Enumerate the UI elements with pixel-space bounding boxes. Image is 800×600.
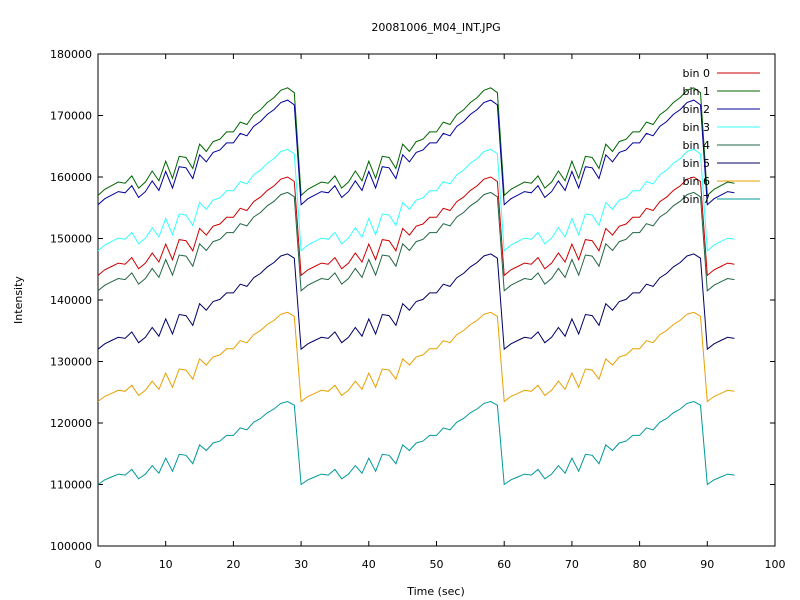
series-line-bin-1 xyxy=(97,87,735,197)
x-tick-label: 70 xyxy=(565,558,579,571)
series-line-bin-2 xyxy=(97,99,735,206)
chart-title: 20081006_M04_INT.JPG xyxy=(371,21,500,34)
series-line-bin-5 xyxy=(97,253,735,351)
x-tick-label: 60 xyxy=(497,558,511,571)
series-line-bin-3 xyxy=(97,148,735,252)
series-line-bin-6 xyxy=(97,311,735,403)
legend-label: bin 2 xyxy=(682,103,710,116)
legend-label: bin 4 xyxy=(682,139,710,152)
legend-label: bin 6 xyxy=(682,175,710,188)
series-line-bin-0 xyxy=(97,176,735,277)
legend-label: bin 0 xyxy=(682,67,710,80)
y-tick-label: 100000 xyxy=(50,540,92,553)
series-group xyxy=(97,87,735,486)
y-axis-label: Intensity xyxy=(12,276,25,324)
x-tick-label: 0 xyxy=(95,558,102,571)
series-line-bin-4 xyxy=(97,191,735,292)
plot-frame xyxy=(97,53,776,547)
y-tick-label: 120000 xyxy=(50,417,92,430)
y-tick-label: 110000 xyxy=(50,479,92,492)
series-line-bin-7 xyxy=(97,400,735,486)
legend-label: bin 3 xyxy=(682,121,710,134)
legend-label: bin 1 xyxy=(682,85,710,98)
x-tick-label: 40 xyxy=(362,558,376,571)
legend: bin 0 bin 1 bin 2 bin 3 bin 4 bin 5 bin 6 bin 7 xyxy=(682,67,760,206)
axis-ticks: 0 10 20 30 40 50 60 70 80 90 100 100000 110000 120000… xyxy=(50,48,786,571)
x-tick-label: 30 xyxy=(294,558,308,571)
x-axis-label: Time (sec) xyxy=(406,585,465,598)
y-tick-label: 140000 xyxy=(50,294,92,307)
legend-label: bin 7 xyxy=(682,193,710,206)
y-tick-label: 150000 xyxy=(50,233,92,246)
x-tick-label: 20 xyxy=(226,558,240,571)
y-tick-label: 160000 xyxy=(50,171,92,184)
y-tick-label: 130000 xyxy=(50,356,92,369)
x-tick-label: 10 xyxy=(159,558,173,571)
legend-label: bin 5 xyxy=(682,157,710,170)
x-tick-label: 90 xyxy=(700,558,714,571)
y-tick-label: 180000 xyxy=(50,48,92,61)
x-tick-label: 80 xyxy=(633,558,647,571)
x-tick-label: 50 xyxy=(430,558,444,571)
x-tick-label: 100 xyxy=(765,558,786,571)
y-tick-label: 170000 xyxy=(50,110,92,123)
